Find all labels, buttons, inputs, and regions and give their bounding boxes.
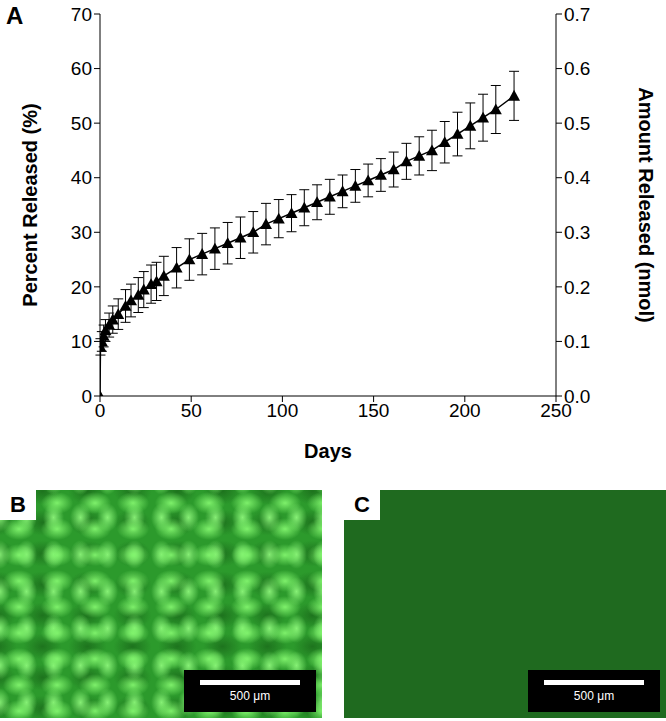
svg-text:150: 150: [358, 400, 390, 421]
svg-text:0.2: 0.2: [564, 277, 590, 298]
svg-text:200: 200: [449, 400, 481, 421]
svg-text:250: 250: [540, 400, 572, 422]
svg-text:40: 40: [71, 167, 92, 188]
svg-text:50: 50: [71, 113, 92, 134]
svg-text:60: 60: [71, 58, 92, 79]
svg-text:0.4: 0.4: [564, 167, 591, 188]
svg-text:20: 20: [71, 277, 92, 298]
html-text:500 μm: 500 μm: [573, 688, 615, 703]
html-text:C: C: [354, 492, 370, 517]
svg-text:70: 70: [71, 4, 92, 25]
svg-text:0.1: 0.1: [564, 331, 590, 352]
svg-text:0.6: 0.6: [564, 58, 590, 79]
svg-text:100: 100: [267, 400, 299, 421]
svg-text:0.7: 0.7: [564, 4, 590, 25]
svg-text:10: 10: [71, 331, 92, 352]
svg-text:0.5: 0.5: [564, 113, 590, 134]
svg-text:30: 30: [71, 222, 92, 243]
svg-text:Days: Days: [304, 440, 352, 462]
svg-text:50: 50: [181, 400, 202, 421]
svg-text:0.0: 0.0: [564, 386, 590, 407]
html-text:B: B: [10, 492, 26, 517]
svg-text:Percent Released (%): Percent Released (%): [19, 103, 41, 306]
html-text:A: A: [6, 2, 24, 29]
svg-text:0: 0: [81, 386, 92, 407]
svg-text:0: 0: [95, 400, 106, 421]
svg-text:0.3: 0.3: [564, 222, 590, 243]
html-text:500 μm: 500 μm: [229, 688, 271, 703]
svg-text:Amount Released (nmol): Amount Released (nmol): [635, 87, 657, 323]
